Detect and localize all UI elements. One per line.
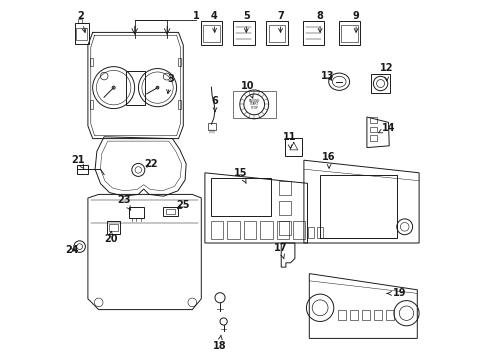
Bar <box>76 28 87 40</box>
Bar <box>211 179 270 216</box>
Circle shape <box>112 86 115 89</box>
Text: 19: 19 <box>386 288 405 298</box>
Text: STOP: STOP <box>250 107 258 111</box>
Bar <box>285 138 302 156</box>
Text: 23: 23 <box>117 195 130 210</box>
Bar <box>338 21 360 45</box>
Text: 8: 8 <box>316 11 323 32</box>
Bar <box>369 117 376 123</box>
Text: ENGINE: ENGINE <box>248 99 260 103</box>
Bar <box>302 21 324 45</box>
Bar <box>78 19 82 23</box>
Bar <box>260 221 272 239</box>
Text: 25: 25 <box>176 200 190 210</box>
Bar <box>268 24 285 42</box>
Text: 14: 14 <box>378 123 394 133</box>
Bar <box>316 227 322 238</box>
Bar <box>208 123 216 130</box>
Bar <box>227 221 239 239</box>
Bar <box>77 165 88 174</box>
Text: 12: 12 <box>379 63 393 81</box>
Text: 1: 1 <box>192 11 199 21</box>
Text: 9: 9 <box>352 11 359 32</box>
Bar <box>128 207 144 218</box>
Bar <box>109 224 118 231</box>
Bar <box>90 100 93 109</box>
Text: 21: 21 <box>71 155 85 168</box>
Bar <box>385 310 393 320</box>
Text: 22: 22 <box>144 159 157 169</box>
Bar <box>370 73 389 93</box>
Text: 3: 3 <box>166 74 174 94</box>
Bar <box>278 181 290 195</box>
Text: 10: 10 <box>241 81 254 98</box>
Text: 24: 24 <box>65 245 78 255</box>
Bar <box>75 23 89 44</box>
Text: 18: 18 <box>212 335 225 351</box>
Text: 7: 7 <box>277 11 284 32</box>
Bar <box>244 221 256 239</box>
Text: 5: 5 <box>243 11 249 32</box>
Text: 6: 6 <box>211 96 218 112</box>
Text: 4: 4 <box>210 11 217 32</box>
Bar <box>232 91 275 118</box>
Text: START: START <box>249 102 258 107</box>
Bar <box>361 310 369 320</box>
Bar <box>320 175 397 238</box>
Bar <box>163 207 178 216</box>
Text: 20: 20 <box>103 231 117 244</box>
Bar <box>369 127 376 132</box>
Bar <box>278 201 290 215</box>
Text: 11: 11 <box>282 132 296 148</box>
Bar <box>232 21 254 45</box>
Text: 17: 17 <box>273 243 286 259</box>
Bar <box>90 58 93 66</box>
Bar <box>200 21 222 45</box>
Text: 13: 13 <box>320 71 333 81</box>
Text: 16: 16 <box>322 152 335 168</box>
Bar <box>265 21 287 45</box>
Bar <box>373 310 381 320</box>
Bar <box>126 71 145 105</box>
Bar <box>369 135 376 141</box>
Bar <box>341 24 357 42</box>
Bar <box>337 310 346 320</box>
Bar <box>349 310 357 320</box>
Bar <box>166 209 175 214</box>
Bar <box>307 227 313 238</box>
Bar <box>178 100 181 109</box>
Bar <box>211 221 223 239</box>
Text: 2: 2 <box>77 11 86 32</box>
Bar <box>203 24 219 42</box>
Bar <box>178 58 181 66</box>
Bar <box>278 221 290 235</box>
Circle shape <box>156 86 159 89</box>
Bar <box>107 221 120 234</box>
Bar <box>276 221 288 239</box>
Bar <box>292 221 305 239</box>
Text: 15: 15 <box>234 168 247 183</box>
